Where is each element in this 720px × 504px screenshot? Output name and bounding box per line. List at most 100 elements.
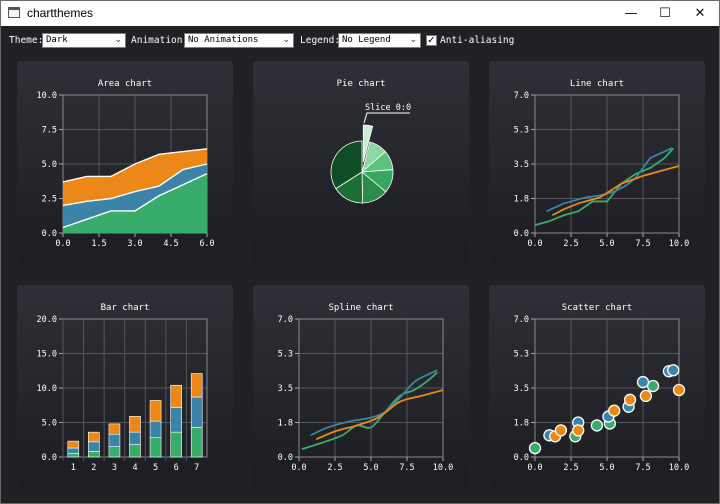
x-tick-label: 3.0	[127, 239, 142, 249]
theme-combobox[interactable]: Dark ⌄	[42, 33, 126, 48]
area-edge-orange	[62, 148, 208, 183]
slice-label: Slice 0:0	[365, 103, 411, 113]
area-edge-blue	[62, 163, 208, 207]
y-tick-label: 0.0	[278, 453, 293, 463]
bar-blue	[67, 447, 80, 454]
series-line-orange	[315, 389, 444, 441]
y-tick-label: 3.5	[278, 384, 293, 394]
x-tick-label: 10.0	[433, 463, 453, 473]
minimize-button[interactable]: —	[624, 6, 638, 21]
chart-title: Scatter chart	[562, 303, 632, 313]
area-series-green	[63, 173, 207, 233]
plot-border	[534, 94, 680, 234]
scatter-point-orange	[672, 383, 686, 397]
scatter-point-orange	[572, 424, 585, 437]
chevron-down-icon: ⌄	[114, 35, 122, 45]
x-tick-label: 1	[71, 463, 76, 473]
scatter-point-orange	[623, 393, 637, 406]
x-tick-label: 7.5	[399, 463, 414, 473]
y-tick-label: 10.0	[37, 91, 57, 101]
series-line-orange	[551, 165, 680, 217]
bar-orange	[88, 431, 100, 443]
bar-orange	[67, 440, 80, 449]
x-tick-label: 2	[91, 463, 96, 473]
bar-orange	[108, 423, 121, 435]
maximize-button[interactable]: ☐	[659, 6, 671, 21]
animation-combobox[interactable]: No Animations ⌄	[184, 33, 294, 48]
x-tick-label: 6.0	[199, 239, 214, 249]
bar-green	[67, 453, 80, 458]
bar-chart-panel: Bar chart 0.0 5.0 10.0 15.0 20.0 1 2 3 4 5 6 7	[17, 285, 233, 487]
chart-svg: Spline chart 0.0 1.8 3.5 5.3 7.0 0.0 2.5 5.0 7.5 1…	[278, 303, 454, 473]
y-tick-label: 5.3	[278, 350, 293, 360]
area-series-blue	[63, 164, 207, 228]
y-tick-label: 0.0	[42, 453, 57, 463]
y-tick-label: 5.3	[514, 126, 529, 136]
y-tick-label: 7.5	[42, 126, 57, 136]
x-tick-label: 0.0	[291, 463, 306, 473]
check-icon: ✓	[427, 35, 436, 46]
x-tick-label: 7	[194, 463, 199, 473]
y-tick-label: 5.0	[42, 419, 57, 429]
series-line-blue	[546, 147, 673, 213]
x-tick-label: 0.0	[527, 239, 542, 249]
area-chart-panel: Area chart 0.0 2.5 5.0 7.5 10.0 0.0 1.5 3.0 4.5 6.…	[17, 61, 233, 263]
chart-svg: Area chart 0.0 2.5 5.0 7.5 10.0 0.0 1.5 3.0 4.5 6.…	[37, 79, 215, 249]
chart-title: Line chart	[570, 79, 624, 89]
chart-title: Bar chart	[101, 303, 150, 313]
plot-border	[298, 318, 444, 458]
x-tick-label: 5.0	[363, 463, 378, 473]
legend-label: Legend:	[300, 35, 341, 46]
y-tick-label: 7.0	[514, 315, 529, 325]
y-tick-label: 5.0	[42, 160, 57, 170]
bar-green	[190, 427, 203, 458]
scatter-point-orange	[554, 424, 568, 437]
bar-blue	[129, 431, 141, 445]
y-tick-label: 1.8	[514, 419, 529, 429]
chart-svg: Scatter chart 0.0 1.8 3.5 5.3 7.0 0.0 2.5 5.0 7.5…	[514, 303, 690, 473]
x-tick-label: 2.5	[563, 463, 578, 473]
series-line-green	[301, 371, 438, 450]
x-tick-label: 7.5	[635, 239, 650, 249]
y-tick-label: 1.8	[514, 195, 529, 205]
bar-blue	[108, 433, 121, 447]
animation-value: No Animations	[188, 35, 259, 45]
legend-value: No Legend	[342, 35, 391, 45]
spline-chart-panel: Spline chart 0.0 1.8 3.5 5.3 7.0 0.0 2.5 5.0 7.5 1…	[253, 285, 469, 487]
bar-blue	[88, 441, 100, 452]
x-tick-label: 4.5	[163, 239, 178, 249]
x-tick-label: 2.5	[563, 239, 578, 249]
y-tick-label: 3.5	[514, 160, 529, 170]
pie-slice	[362, 124, 374, 163]
legend-combobox[interactable]: No Legend ⌄	[338, 33, 421, 48]
chart-title: Pie chart	[337, 79, 386, 89]
y-tick-label: 20.0	[37, 315, 57, 325]
theme-value: Dark	[46, 35, 68, 45]
y-tick-label: 15.0	[37, 350, 57, 360]
bar-green	[129, 444, 141, 458]
close-button[interactable]: ✕	[694, 6, 706, 21]
scatter-point-blue	[636, 375, 650, 389]
bar-orange	[129, 415, 141, 433]
series-line-green	[534, 147, 674, 226]
bar-orange	[190, 373, 203, 398]
antialias-checkbox[interactable]: ✓	[426, 35, 437, 46]
area-edge-green	[62, 173, 208, 229]
theme-label: Theme:	[9, 35, 44, 46]
bar-green	[170, 431, 182, 458]
title-bar[interactable]: chartthemes — ☐ ✕	[1, 1, 719, 26]
y-tick-label: 10.0	[37, 384, 57, 394]
scatter-chart-panel: Scatter chart 0.0 1.8 3.5 5.3 7.0 0.0 2.5 5.0 7.5…	[489, 285, 705, 487]
app-window-icon	[8, 7, 20, 18]
bar-blue	[149, 420, 162, 438]
bar-blue	[170, 407, 182, 433]
y-tick-label: 0.0	[514, 453, 529, 463]
y-tick-label: 7.0	[278, 315, 293, 325]
chevron-down-icon: ⌄	[409, 35, 417, 45]
line-chart-panel: Line chart 0.0 1.8 3.5 5.3 7.0 0.0 2.5 5.0 7.5 10.…	[489, 61, 705, 263]
area-series-orange	[63, 148, 207, 206]
scatter-point-green	[528, 441, 542, 455]
bar-blue	[190, 396, 203, 428]
x-tick-label: 10.0	[669, 463, 689, 473]
scatter-point-green	[590, 419, 604, 432]
